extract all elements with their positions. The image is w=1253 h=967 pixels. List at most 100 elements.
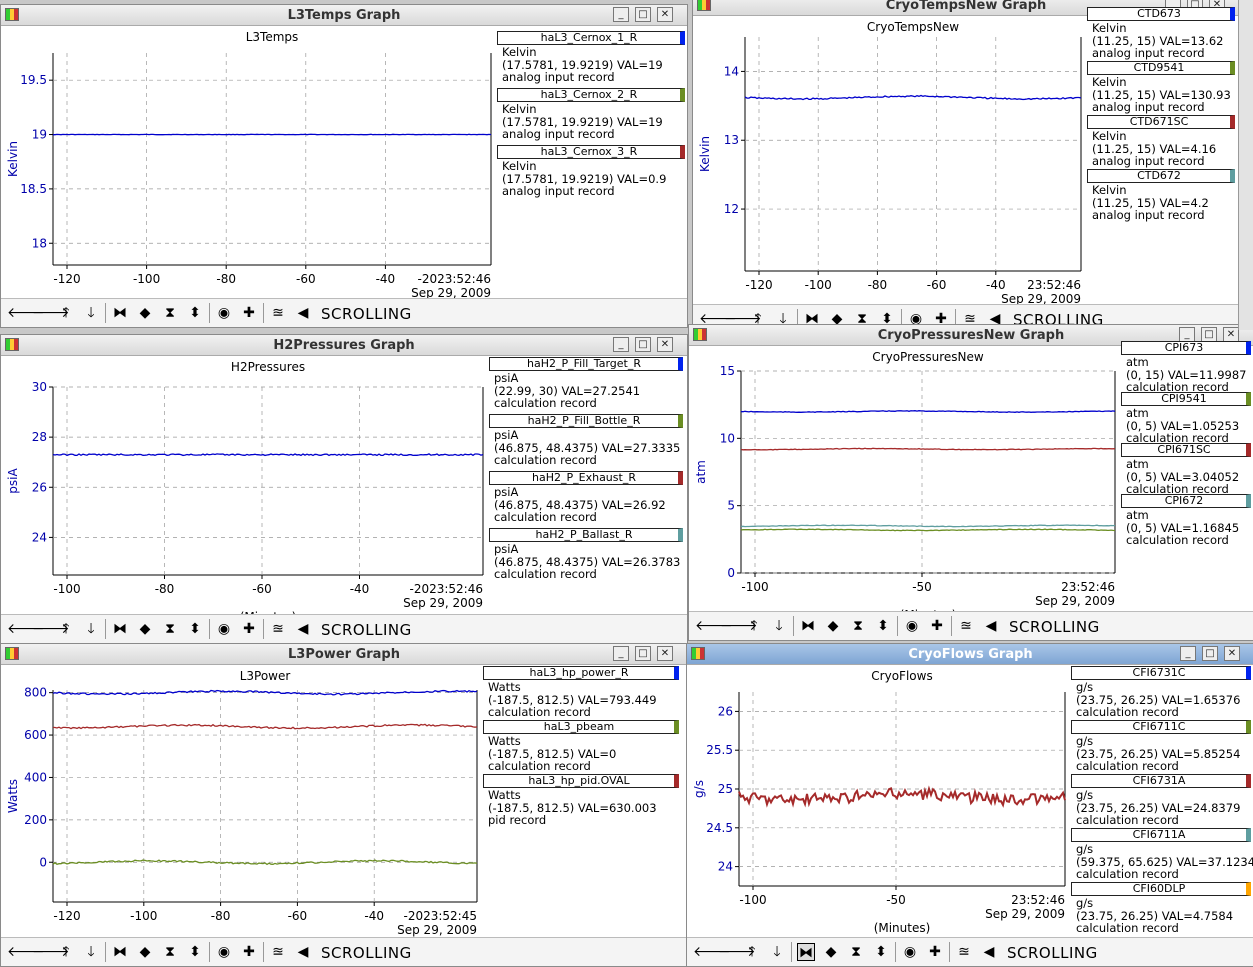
maximize-icon[interactable]: □ <box>635 646 651 661</box>
autoscale-icon[interactable]: ◉ <box>903 617 921 635</box>
scroll-left-icon[interactable]: 🡐 <box>7 620 25 638</box>
minimize-icon[interactable]: _ <box>1179 327 1195 342</box>
scroll-down-icon[interactable]: 🡓 <box>770 617 788 635</box>
zoom-in-y-icon[interactable]: ⧗ <box>847 943 865 961</box>
zoom-in-y-icon[interactable]: ⧗ <box>849 617 867 635</box>
scroll-down-icon[interactable]: 🡓 <box>82 304 100 322</box>
zoom-in-x-icon[interactable]: ⧓ <box>799 617 817 635</box>
zoom-out-y-icon[interactable]: ⬍ <box>186 304 204 322</box>
scroll-down-icon[interactable]: 🡓 <box>82 620 100 638</box>
add-icon[interactable]: ✚ <box>928 617 946 635</box>
scroll-left-icon[interactable]: 🡐 <box>7 304 25 322</box>
add-icon[interactable]: ✚ <box>240 943 258 961</box>
zoom-in-x-icon[interactable]: ⧓ <box>111 304 129 322</box>
zoom-in-x-icon[interactable]: ⧓ <box>111 620 129 638</box>
maximize-icon[interactable]: □ <box>635 7 651 22</box>
add-icon[interactable]: ✚ <box>240 620 258 638</box>
maximize-icon[interactable]: □ <box>635 337 651 352</box>
scroll-down-icon[interactable]: 🡓 <box>768 943 786 961</box>
end-icon[interactable]: ◀ <box>294 620 312 638</box>
legend-item[interactable]: CPI672 <box>1121 494 1251 508</box>
close-icon[interactable]: ✕ <box>1224 646 1240 661</box>
window-titlebar[interactable]: L3Power Graph_□✕ <box>1 644 687 665</box>
scroll-up-icon[interactable]: 🡑 <box>743 943 761 961</box>
legend-item[interactable]: CTD673 <box>1087 7 1235 21</box>
trend-icon[interactable]: ≊ <box>269 943 287 961</box>
zoom-in-x-icon[interactable]: ⧓ <box>797 943 815 961</box>
trend-icon[interactable]: ≊ <box>269 304 287 322</box>
legend-item[interactable]: CPI9541 <box>1121 392 1251 406</box>
close-icon[interactable]: ✕ <box>657 7 673 22</box>
legend-item[interactable]: haL3_Cernox_2_R <box>497 88 685 102</box>
window-titlebar[interactable]: L3Temps Graph_□✕ <box>1 5 687 26</box>
scroll-right-icon[interactable]: 🡒 <box>720 617 738 635</box>
minimize-icon[interactable]: _ <box>613 337 629 352</box>
legend-item[interactable]: CFI6711C <box>1071 720 1251 734</box>
maximize-icon[interactable]: □ <box>1202 646 1218 661</box>
legend-item[interactable]: haH2_P_Ballast_R <box>489 528 683 542</box>
legend-item[interactable]: CPI673 <box>1121 341 1251 355</box>
zoom-out-y-icon[interactable]: ⬍ <box>874 617 892 635</box>
scroll-right-icon[interactable]: 🡒 <box>718 943 736 961</box>
close-icon[interactable]: ✕ <box>657 646 673 661</box>
trend-icon[interactable]: ≊ <box>955 943 973 961</box>
legend-item[interactable]: haL3_pbeam <box>483 720 679 734</box>
zoom-in-x-icon[interactable]: ⧓ <box>111 943 129 961</box>
legend-item[interactable]: CPI671SC <box>1121 443 1251 457</box>
cryopressures-window[interactable]: CryoPressuresNew Graph_□✕CryoPressuresNe… <box>688 324 1253 641</box>
legend-item[interactable]: haL3_Cernox_3_R <box>497 145 685 159</box>
scroll-right-icon[interactable]: 🡒 <box>32 304 50 322</box>
window-titlebar[interactable]: H2Pressures Graph_□✕ <box>1 335 687 356</box>
autoscale-icon[interactable]: ◉ <box>215 943 233 961</box>
zoom-out-y-icon[interactable]: ⬍ <box>872 943 890 961</box>
zoom-in-y-icon[interactable]: ⧗ <box>161 943 179 961</box>
legend-item[interactable]: CTD671SC <box>1087 115 1235 129</box>
legend-item[interactable]: CFI60DLP <box>1071 882 1251 896</box>
add-icon[interactable]: ✚ <box>926 943 944 961</box>
end-icon[interactable]: ◀ <box>294 304 312 322</box>
autoscale-icon[interactable]: ◉ <box>215 620 233 638</box>
maximize-icon[interactable]: □ <box>1201 327 1217 342</box>
window-titlebar[interactable]: CryoFlows Graph_□✕ <box>687 644 1253 665</box>
legend-item[interactable]: CFI6731A <box>1071 774 1251 788</box>
autoscale-icon[interactable]: ◉ <box>215 304 233 322</box>
minimize-icon[interactable]: _ <box>1180 646 1196 661</box>
zoom-out-x-icon[interactable]: ◆ <box>136 943 154 961</box>
legend-item[interactable]: haH2_P_Exhaust_R <box>489 471 683 485</box>
scroll-right-icon[interactable]: 🡒 <box>32 943 50 961</box>
scroll-up-icon[interactable]: 🡑 <box>57 620 75 638</box>
zoom-out-x-icon[interactable]: ◆ <box>824 617 842 635</box>
legend-item[interactable]: CFI6731C <box>1071 666 1251 680</box>
minimize-icon[interactable]: _ <box>613 646 629 661</box>
close-icon[interactable]: ✕ <box>1223 327 1239 342</box>
zoom-in-y-icon[interactable]: ⧗ <box>161 620 179 638</box>
scroll-up-icon[interactable]: 🡑 <box>745 617 763 635</box>
legend-item[interactable]: haL3_hp_pid.OVAL <box>483 774 679 788</box>
add-icon[interactable]: ✚ <box>240 304 258 322</box>
zoom-out-y-icon[interactable]: ⬍ <box>186 943 204 961</box>
zoom-out-x-icon[interactable]: ◆ <box>136 620 154 638</box>
scroll-down-icon[interactable]: 🡓 <box>82 943 100 961</box>
zoom-out-y-icon[interactable]: ⬍ <box>186 620 204 638</box>
autoscale-icon[interactable]: ◉ <box>901 943 919 961</box>
scroll-up-icon[interactable]: 🡑 <box>57 943 75 961</box>
scroll-up-icon[interactable]: 🡑 <box>57 304 75 322</box>
end-icon[interactable]: ◀ <box>982 617 1000 635</box>
end-icon[interactable]: ◀ <box>980 943 998 961</box>
legend-item[interactable]: CFI6711A <box>1071 828 1251 842</box>
legend-item[interactable]: haH2_P_Fill_Target_R <box>489 357 683 371</box>
close-icon[interactable]: ✕ <box>657 337 673 352</box>
legend-item[interactable]: CTD9541 <box>1087 61 1235 75</box>
legend-item[interactable]: CTD672 <box>1087 169 1235 183</box>
end-icon[interactable]: ◀ <box>294 943 312 961</box>
scroll-left-icon[interactable]: 🡐 <box>7 943 25 961</box>
trend-icon[interactable]: ≊ <box>957 617 975 635</box>
scroll-right-icon[interactable]: 🡒 <box>32 620 50 638</box>
scroll-left-icon[interactable]: 🡐 <box>693 943 711 961</box>
zoom-out-x-icon[interactable]: ◆ <box>822 943 840 961</box>
